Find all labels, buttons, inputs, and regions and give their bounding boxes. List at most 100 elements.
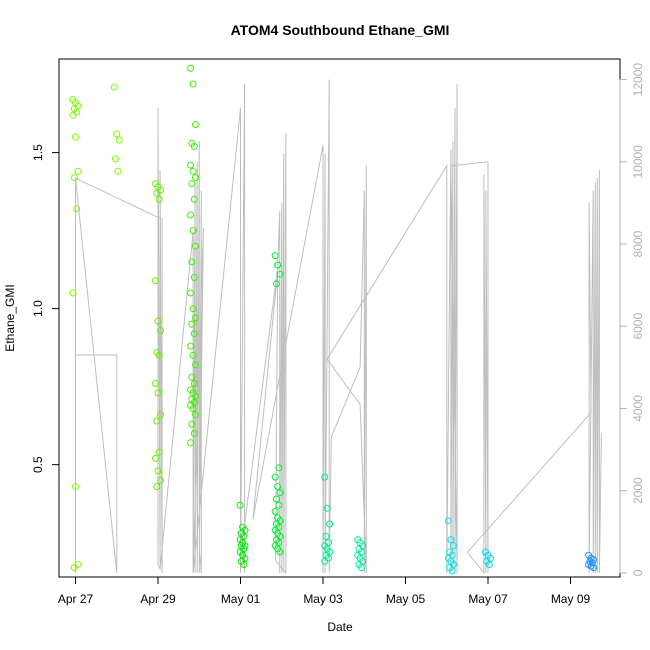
data-point bbox=[321, 557, 329, 565]
data-point bbox=[157, 411, 164, 419]
x-tick-label: Apr 27 bbox=[58, 592, 94, 606]
data-point bbox=[271, 252, 279, 260]
y2-tick-label: 6000 bbox=[631, 313, 645, 340]
data-point bbox=[588, 559, 596, 567]
data-point bbox=[241, 542, 249, 550]
x-tick-label: May 09 bbox=[551, 592, 591, 606]
data-point bbox=[72, 483, 79, 490]
data-point bbox=[152, 454, 159, 462]
data-point bbox=[322, 532, 330, 540]
data-point bbox=[274, 261, 282, 269]
data-point bbox=[154, 317, 162, 325]
data-point bbox=[154, 389, 162, 397]
data-point bbox=[240, 561, 248, 568]
data-point bbox=[155, 448, 163, 456]
data-point bbox=[357, 564, 365, 572]
data-point bbox=[321, 473, 329, 481]
data-point bbox=[153, 189, 161, 197]
data-point bbox=[190, 380, 198, 387]
data-point bbox=[326, 520, 334, 528]
data-point bbox=[74, 167, 82, 175]
data-point bbox=[73, 205, 81, 213]
data-point bbox=[192, 411, 199, 419]
y2-tick-label: 4000 bbox=[631, 395, 645, 422]
data-point bbox=[448, 567, 456, 575]
data-point bbox=[449, 542, 457, 550]
data-point bbox=[155, 195, 163, 203]
y-tick-label: 0.5 bbox=[31, 456, 45, 473]
y2-tick-label: 2000 bbox=[631, 477, 645, 504]
data-point bbox=[189, 351, 197, 359]
y-axis: 0.5 1.0 1.5 bbox=[31, 144, 60, 473]
data-point bbox=[157, 327, 164, 334]
x-axis: Apr 27 Apr 29 May 01 May 03 May 05 May 07 May … bbox=[58, 576, 591, 606]
data-point bbox=[155, 351, 163, 359]
data-point bbox=[271, 473, 279, 481]
y-tick-label: 1.5 bbox=[31, 144, 45, 161]
data-point bbox=[272, 495, 280, 503]
data-point bbox=[188, 420, 196, 428]
data-point bbox=[188, 320, 196, 328]
altitude-line-layer bbox=[74, 79, 602, 575]
data-point bbox=[153, 417, 161, 425]
x-tick-label: May 05 bbox=[386, 592, 426, 606]
data-point bbox=[485, 561, 493, 568]
data-point bbox=[114, 167, 122, 175]
data-point bbox=[271, 508, 279, 515]
data-point bbox=[272, 280, 280, 288]
data-point bbox=[153, 483, 161, 490]
data-point bbox=[112, 155, 119, 163]
data-point bbox=[276, 270, 284, 278]
altitude-line bbox=[74, 79, 602, 575]
data-point bbox=[187, 289, 195, 297]
data-point bbox=[115, 136, 123, 144]
data-point bbox=[189, 227, 197, 235]
y-axis-label: Ethane_GMI bbox=[3, 284, 17, 351]
data-point bbox=[192, 361, 199, 369]
data-point bbox=[72, 133, 79, 141]
data-point bbox=[274, 483, 282, 490]
data-point bbox=[192, 242, 199, 250]
data-point bbox=[236, 501, 244, 509]
x-axis-label: Date bbox=[327, 620, 353, 634]
data-point bbox=[154, 467, 162, 475]
plot-frame bbox=[58, 58, 621, 578]
data-point bbox=[192, 314, 199, 322]
data-point bbox=[69, 111, 77, 119]
data-point bbox=[189, 80, 197, 88]
data-point bbox=[444, 517, 452, 525]
data-point bbox=[192, 174, 199, 182]
data-point bbox=[275, 501, 283, 509]
data-point bbox=[188, 180, 196, 188]
data-point bbox=[70, 564, 78, 572]
y2-tick-label: 12000 bbox=[631, 63, 645, 97]
data-point bbox=[190, 142, 198, 150]
data-point bbox=[188, 258, 196, 266]
data-point bbox=[190, 330, 198, 338]
data-point bbox=[447, 536, 455, 544]
data-point bbox=[152, 277, 159, 285]
chart-title: ATOM4 Southbound Ethane_GMI bbox=[231, 22, 450, 38]
data-point bbox=[187, 161, 195, 169]
data-point bbox=[190, 430, 198, 437]
data-point bbox=[192, 121, 199, 128]
y2-tick-label: 10000 bbox=[631, 145, 645, 179]
data-point bbox=[190, 273, 198, 281]
data-point bbox=[188, 373, 196, 381]
data-point bbox=[189, 167, 197, 175]
data-point bbox=[69, 289, 77, 297]
data-point bbox=[110, 83, 118, 91]
points-layer bbox=[69, 64, 598, 575]
data-point bbox=[190, 195, 198, 203]
data-point bbox=[157, 476, 164, 484]
data-point bbox=[276, 548, 284, 556]
x-tick-label: May 07 bbox=[468, 592, 508, 606]
x-tick-label: May 03 bbox=[303, 592, 343, 606]
data-point bbox=[187, 64, 195, 72]
secondary-y-axis: 0 2000 4000 6000 8000 10000 12000 bbox=[619, 63, 645, 576]
data-point bbox=[187, 439, 195, 447]
data-point bbox=[323, 504, 331, 512]
data-point bbox=[187, 342, 195, 350]
data-point bbox=[70, 174, 78, 182]
